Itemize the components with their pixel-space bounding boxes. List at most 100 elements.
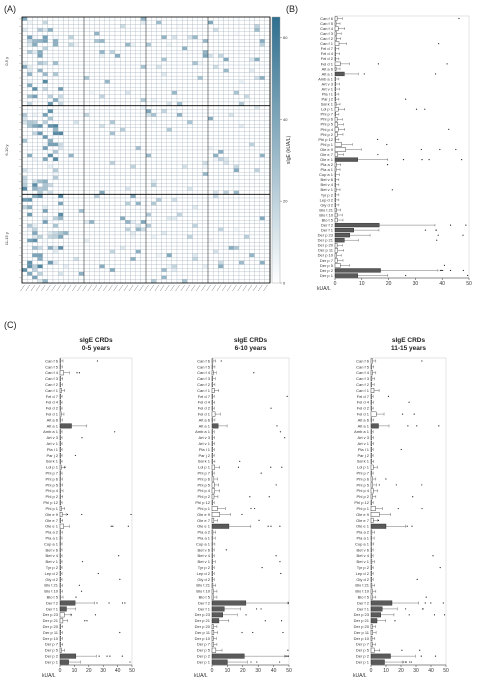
data-bar [211,553,214,559]
category-label: Fel d 7 [321,46,334,51]
heatmap-cell [125,149,131,154]
heatmap-cell [109,205,116,210]
heatmap-cell [156,253,162,258]
heatmap-cell [197,94,203,99]
heatmap-cell [202,160,209,165]
column-label-mark [201,284,206,292]
heatmap-cell [42,157,48,162]
heatmap-cell [32,249,38,254]
heatmap-cell [135,253,141,258]
heatmap-cell [145,79,152,84]
heatmap-cell [37,249,43,254]
heatmap-cell [94,90,100,95]
heatmap-cell [83,175,90,180]
outlier-point [405,274,407,277]
heatmap-cell [171,105,178,110]
heatmap-cell [254,87,260,92]
heatmap-cell [63,249,69,254]
heatmap-cell [63,153,69,158]
heatmap-cell [21,105,28,110]
heatmap-cell [73,157,79,162]
heatmap-cell [156,109,162,114]
heatmap-cell [213,194,219,199]
heatmap-cell [187,105,193,110]
heatmap-cell [120,120,126,125]
category-label: Der p 10 [318,253,334,258]
heatmap-cell [254,242,260,247]
heatmap-cell [244,101,250,106]
heatmap-cell [238,39,245,43]
heatmap-cell [233,131,240,136]
heatmap-cell [114,279,121,284]
heatmap-cell [182,242,188,247]
heatmap-cell [63,90,69,95]
heatmap-cell [120,175,126,180]
heatmap-cell [63,164,69,169]
heatmap-cell [228,205,234,210]
heatmap-cell [161,57,167,62]
heatmap-cell [202,149,209,154]
heatmap-cell [197,157,203,162]
heatmap-cell [259,268,265,273]
heatmap-cell [223,268,229,273]
heatmap-cell [151,27,157,32]
heatmap-cell [207,260,214,265]
heatmap-cell [125,279,131,284]
heatmap-cell [223,257,229,261]
heatmap-cell [63,223,69,228]
heatmap-cell [264,271,271,276]
category-label: Par j 2 [321,97,333,102]
heatmap-cell [187,53,193,58]
data-bar [334,202,337,208]
heatmap-cell [202,197,209,202]
heatmap-cell [140,27,147,32]
heatmap-cell [207,231,214,236]
heatmap-cell [259,31,265,36]
heatmap-cell [238,83,245,88]
heatmap-cell [89,98,95,103]
heatmap-cell [156,227,162,232]
outlier-point [108,602,110,604]
category-label: Phl p 1 [198,506,211,511]
heatmap-cell [223,194,229,199]
heatmap-cell [89,109,95,114]
heatmap-cell [156,83,162,88]
heatmap-cell [21,194,28,199]
heatmap-cell [223,271,229,276]
heatmap-cell [37,242,43,247]
data-bar [334,192,337,197]
heatmap-cell [192,146,198,151]
heatmap-cell [213,172,219,176]
heatmap-cell [27,231,33,236]
heatmap-cell [244,138,250,143]
heatmap-cell [120,142,126,147]
heatmap-cell [68,183,74,188]
heatmap-cell [89,238,95,243]
heatmap-cell [37,57,43,62]
heatmap-cell [78,197,85,202]
heatmap-cell [135,16,141,21]
heatmap-cell [58,109,64,114]
heatmap-cell [145,135,152,140]
heatmap-cell [249,90,255,95]
heatmap-cell [228,194,234,199]
data-bar [59,482,62,488]
heatmap-cell [233,257,240,261]
panel-a-label: (A) [4,4,16,14]
heatmap-cell [182,172,188,176]
heatmap-cell [68,135,74,140]
heatmap-cell [244,249,250,254]
heatmap-cell [52,257,59,261]
heatmap-cell [32,135,38,140]
heatmap-cell [202,46,209,51]
heatmap-cell [109,27,116,32]
heatmap-cell [182,216,188,221]
heatmap-cell [228,98,234,103]
heatmap-cell [264,242,271,247]
heatmap-cell [192,260,198,265]
heatmap-cell [228,153,234,158]
outlier-point [78,372,80,374]
heatmap-cell [228,27,234,32]
heatmap-cell [52,216,59,221]
heatmap-cell [47,112,54,117]
